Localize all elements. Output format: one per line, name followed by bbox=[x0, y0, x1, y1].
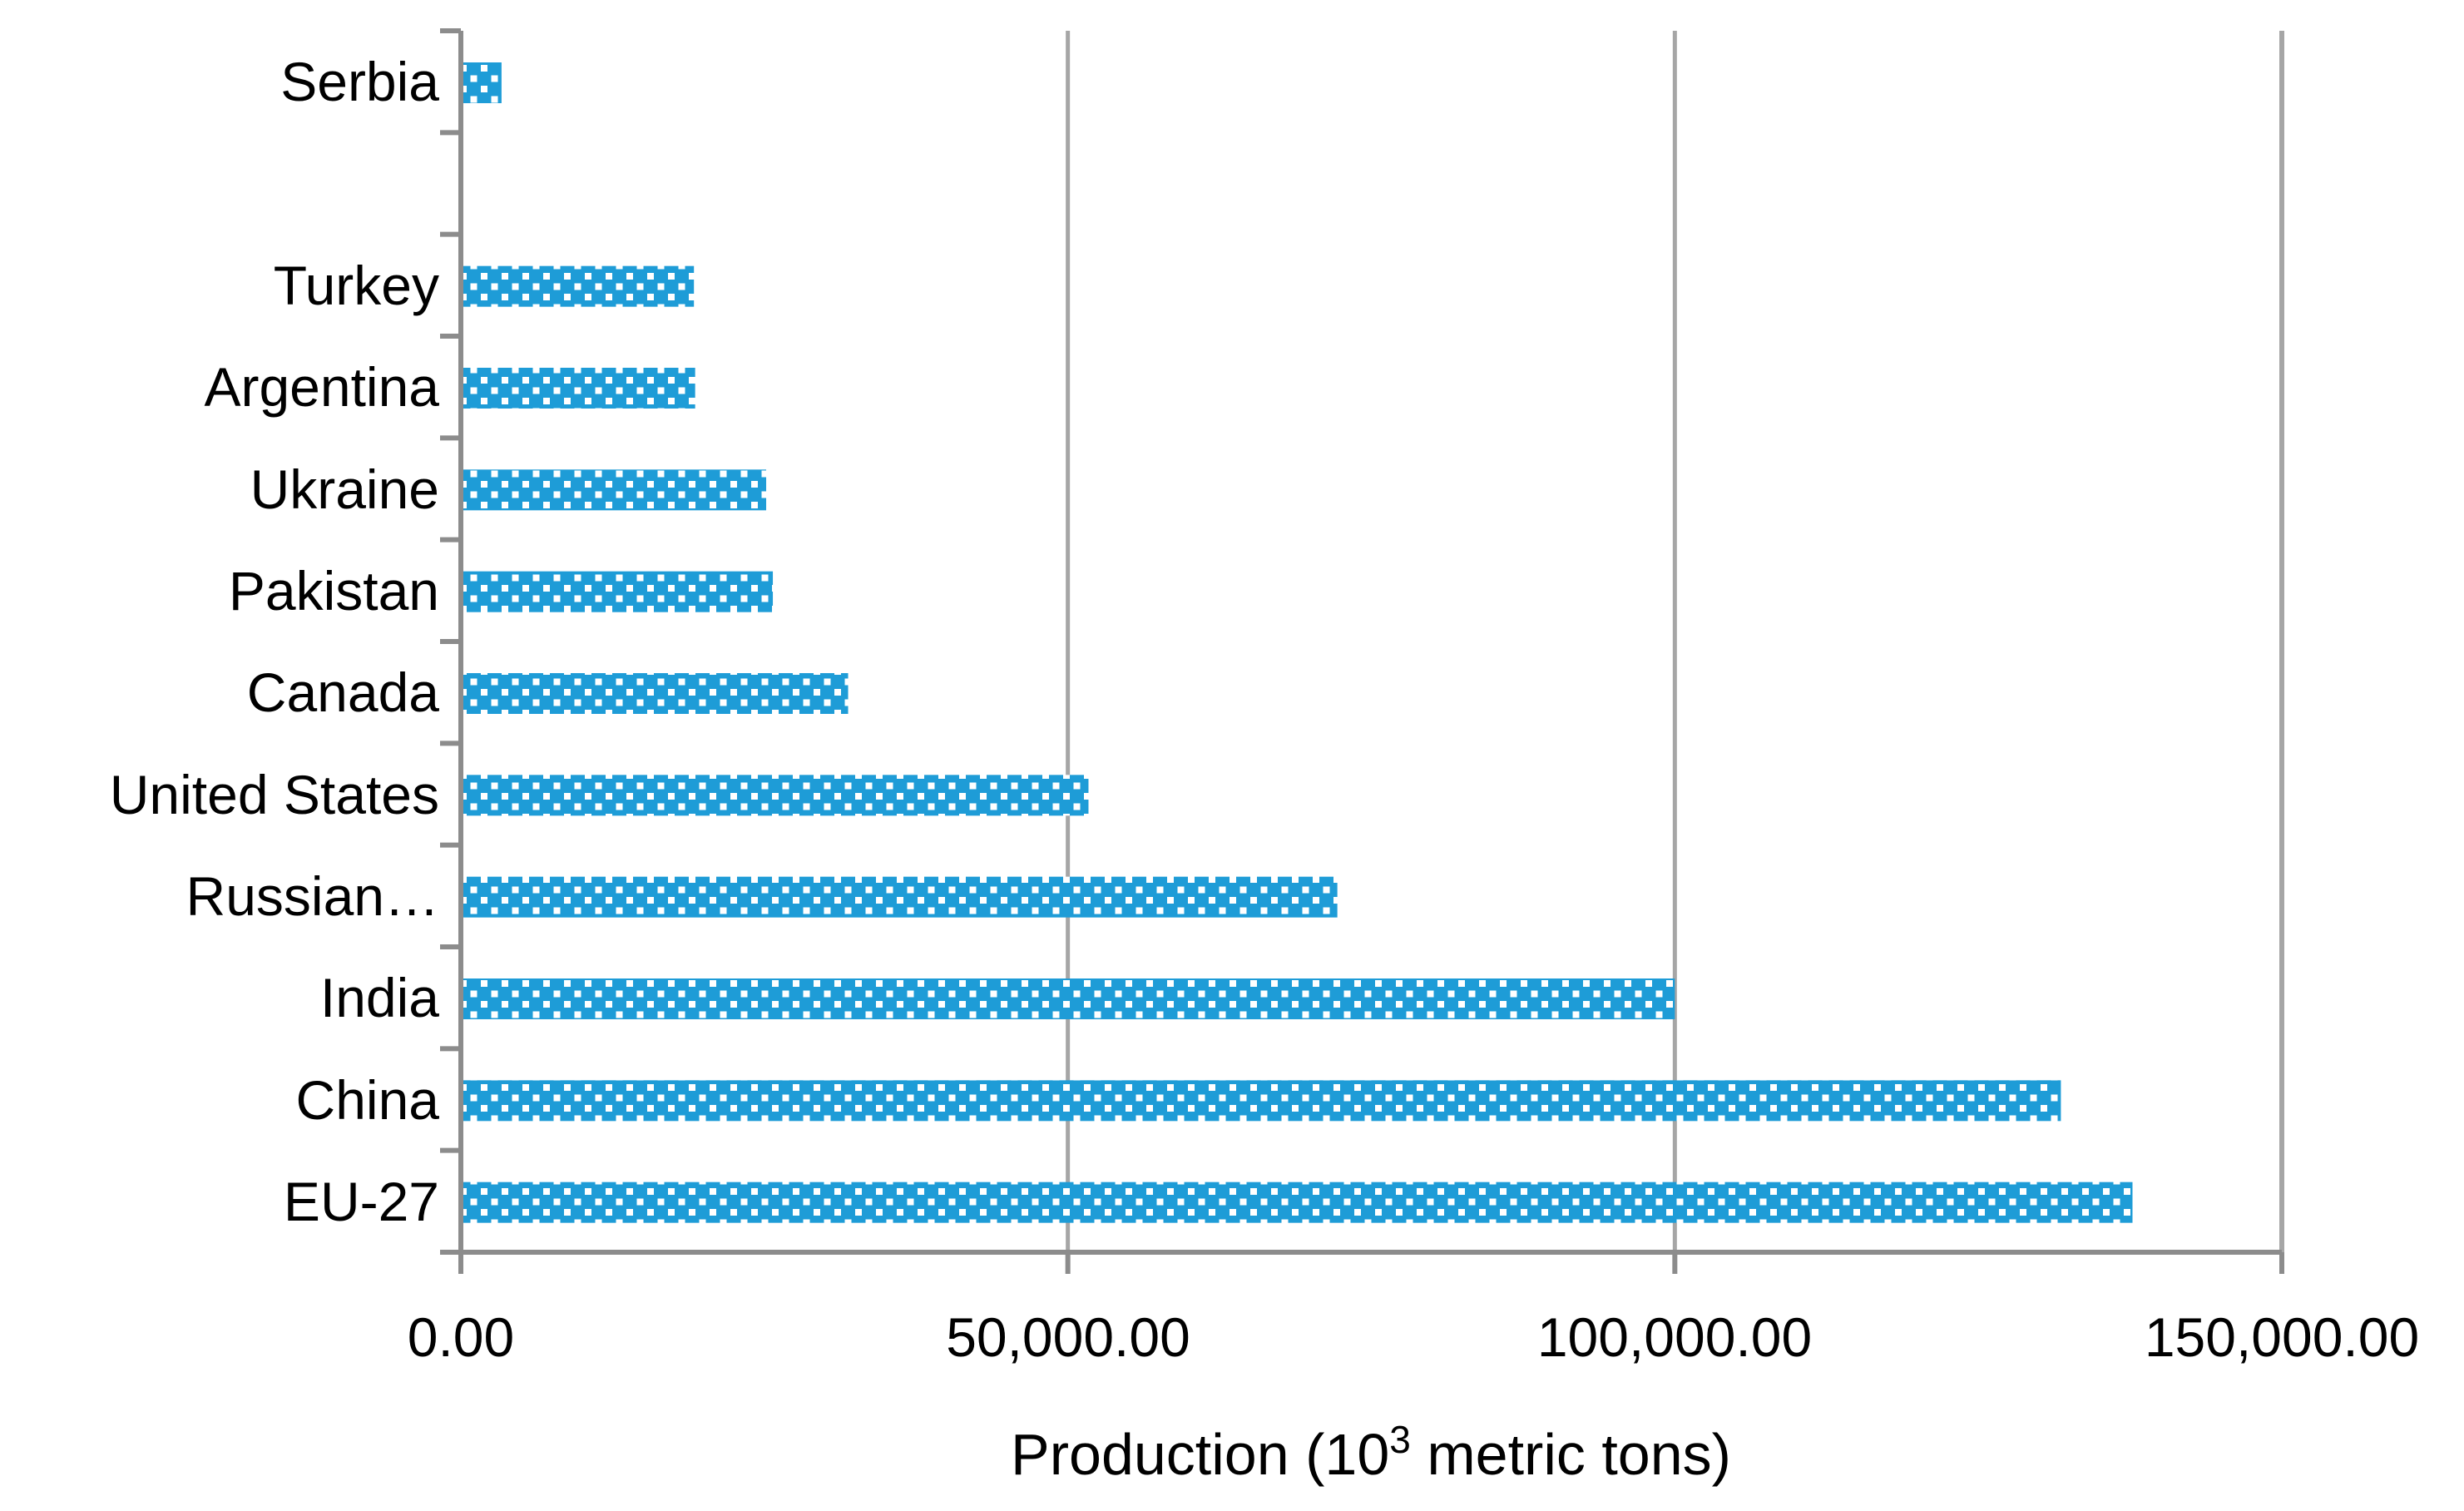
bar-canada bbox=[461, 673, 849, 714]
axes bbox=[440, 31, 2282, 1274]
category-label: Turkey bbox=[274, 255, 439, 316]
bar-china bbox=[461, 1080, 2061, 1122]
bar-series bbox=[461, 62, 2133, 1223]
category-label: EU-27 bbox=[284, 1171, 439, 1232]
axis-ticks bbox=[440, 28, 2284, 1274]
bar-russian- bbox=[461, 876, 1338, 918]
bar-united-states bbox=[461, 775, 1089, 816]
category-label: Canada bbox=[247, 661, 439, 723]
category-label: Argentina bbox=[204, 356, 439, 418]
category-label: China bbox=[296, 1069, 440, 1131]
category-label: Serbia bbox=[280, 51, 439, 112]
category-label: Ukraine bbox=[250, 458, 439, 520]
y-axis-category-labels: Serbia Turkey Argentina Ukraine Pakistan… bbox=[110, 51, 440, 1232]
x-axis-title-post: metric tons) bbox=[1411, 1422, 1731, 1487]
x-tick-label: 100,000.00 bbox=[1537, 1306, 1812, 1368]
bar-india bbox=[461, 978, 1675, 1019]
x-axis-title-superscript: 3 bbox=[1389, 1418, 1411, 1461]
bar-ukraine bbox=[461, 469, 767, 511]
bar-serbia bbox=[461, 62, 502, 103]
x-tick-label: 150,000.00 bbox=[2145, 1306, 2419, 1368]
category-label: Russian… bbox=[186, 865, 439, 927]
x-tick-label: 50,000.00 bbox=[946, 1306, 1190, 1368]
bar-eu-27 bbox=[461, 1182, 2133, 1223]
x-axis-title: Production (103 metric tons) bbox=[1011, 1418, 1731, 1487]
x-tick-label: 0.00 bbox=[408, 1306, 514, 1368]
bar-turkey bbox=[461, 265, 695, 307]
bar-pakistan bbox=[461, 571, 774, 612]
category-label: United States bbox=[110, 764, 439, 825]
gridlines bbox=[1066, 31, 2284, 1274]
x-axis-title-pre: Production (10 bbox=[1011, 1422, 1389, 1487]
bar-argentina bbox=[461, 368, 695, 409]
category-label: India bbox=[320, 967, 439, 1028]
x-axis-tick-labels: 0.00 50,000.00 100,000.00 150,000.00 bbox=[408, 1306, 2419, 1368]
category-label: Pakistan bbox=[229, 560, 439, 622]
